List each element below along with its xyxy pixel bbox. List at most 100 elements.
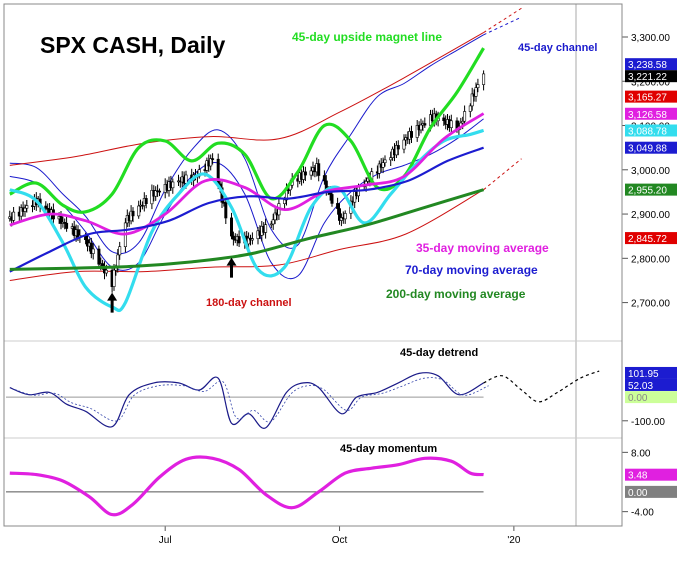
value-label: 2,845.72 bbox=[628, 234, 667, 245]
annotation-200-day-moving-average: 200-day moving average bbox=[386, 287, 526, 301]
candle-body bbox=[303, 171, 307, 176]
annotation-45-day-channel: 45-day channel bbox=[518, 42, 597, 54]
candle-body bbox=[250, 238, 254, 241]
value-label: 3,221.22 bbox=[628, 72, 667, 83]
value-label-box bbox=[625, 90, 677, 103]
candle-body bbox=[482, 73, 486, 85]
candle-body bbox=[104, 269, 108, 274]
value-label: 3,049.88 bbox=[628, 144, 667, 155]
series-180-day-channel bbox=[9, 32, 484, 166]
candle-body bbox=[44, 205, 48, 209]
value-label-box bbox=[625, 58, 677, 71]
candle-body bbox=[224, 202, 228, 219]
candle-body bbox=[301, 171, 305, 180]
candle-body bbox=[19, 207, 23, 217]
value-label-box bbox=[625, 391, 677, 404]
candle-body bbox=[154, 190, 158, 197]
value-label-box bbox=[625, 124, 677, 137]
value-label-box bbox=[625, 107, 677, 120]
detrend-tick-label: -100.00 bbox=[631, 417, 665, 428]
candle-body bbox=[309, 170, 313, 176]
candle-body bbox=[409, 131, 413, 138]
candle-body bbox=[463, 111, 467, 122]
candle-body bbox=[273, 212, 277, 221]
series-45-day-channel-lower bbox=[9, 118, 484, 280]
value-label: 0.00 bbox=[628, 488, 648, 499]
value-label-box bbox=[625, 378, 677, 391]
value-label: 2,955.20 bbox=[628, 186, 667, 197]
price-tick-label: 3,300.00 bbox=[631, 33, 670, 44]
value-label: 52.03 bbox=[628, 381, 653, 392]
candle-body bbox=[25, 205, 29, 209]
candle-body bbox=[209, 158, 213, 167]
value-label: 3,238.58 bbox=[628, 60, 667, 71]
candle-body bbox=[394, 145, 398, 156]
up-arrow-head bbox=[226, 257, 237, 266]
candle-body bbox=[231, 235, 235, 240]
series-200-day-moving-average bbox=[9, 188, 485, 271]
projection-180-day-channel-lower bbox=[483, 158, 522, 191]
candle-body bbox=[12, 211, 16, 221]
candle-body bbox=[269, 223, 273, 226]
candle-body bbox=[144, 198, 148, 204]
candle-body bbox=[415, 125, 419, 138]
candle-body bbox=[283, 199, 287, 204]
series-180-day-channel-lower bbox=[9, 189, 484, 281]
annotation-45-day-upside-magnet-line: 45-day upside magnet line bbox=[292, 30, 442, 44]
candle-body bbox=[381, 162, 385, 168]
candle-body bbox=[377, 163, 381, 174]
candle-body bbox=[131, 210, 135, 217]
series-45-day-channel bbox=[9, 34, 484, 255]
momentum-tick-label: 8.00 bbox=[631, 448, 651, 459]
candle-body bbox=[402, 139, 406, 150]
value-label: 3.48 bbox=[628, 471, 648, 482]
annotation-180-day-channel: 180-day channel bbox=[206, 297, 292, 309]
candle-body bbox=[264, 224, 268, 233]
candle-body bbox=[330, 194, 334, 204]
candle-body bbox=[449, 120, 453, 129]
momentum-tick-label: -4.00 bbox=[631, 508, 654, 519]
candle-body bbox=[230, 217, 234, 237]
price-tick-label: 2,700.00 bbox=[631, 299, 670, 310]
candle-body bbox=[461, 121, 465, 124]
candle-body bbox=[237, 236, 241, 244]
candle-body bbox=[184, 174, 188, 184]
value-label-box bbox=[625, 366, 677, 379]
value-label-box bbox=[625, 141, 677, 154]
up-arrow-head bbox=[107, 292, 118, 301]
candle-body bbox=[65, 222, 69, 229]
candle-body bbox=[271, 219, 275, 225]
momentum-title: 45-day momentum bbox=[340, 443, 437, 455]
candle-body bbox=[336, 203, 340, 209]
detrend-title: 45-day detrend bbox=[400, 347, 478, 359]
candle-body bbox=[23, 207, 27, 212]
x-tick-label: Oct bbox=[332, 535, 348, 546]
x-tick-label: '20 bbox=[507, 535, 520, 546]
annotation-70-day-moving-average: 70-day moving average bbox=[405, 263, 538, 277]
value-label: 3,126.58 bbox=[628, 110, 667, 121]
candle-body bbox=[59, 216, 63, 224]
candle-body bbox=[383, 159, 387, 163]
value-label: 3,088.78 bbox=[628, 126, 667, 137]
projection-45-day-channel bbox=[483, 16, 522, 36]
price-tick-label: 2,800.00 bbox=[631, 254, 670, 265]
candle-body bbox=[97, 248, 101, 265]
value-label-box bbox=[625, 485, 677, 498]
value-label-box bbox=[625, 232, 677, 245]
value-label-box bbox=[625, 468, 677, 481]
series-35-day-moving-average bbox=[9, 112, 485, 236]
chart-title: SPX CASH, Daily bbox=[40, 32, 226, 58]
candle-body bbox=[322, 175, 326, 182]
value-label: 101.95 bbox=[628, 369, 659, 380]
series-detrend-signal bbox=[14, 377, 489, 423]
x-tick-label: Jul bbox=[159, 535, 172, 546]
candle-body bbox=[118, 246, 122, 256]
price-tick-label: 3,000.00 bbox=[631, 166, 670, 177]
candle-body bbox=[89, 242, 93, 254]
candle-body bbox=[112, 269, 116, 287]
candle-body bbox=[211, 158, 215, 160]
annotation-35-day-moving-average: 35-day moving average bbox=[416, 241, 549, 255]
series-70-day-moving-average bbox=[9, 146, 484, 273]
